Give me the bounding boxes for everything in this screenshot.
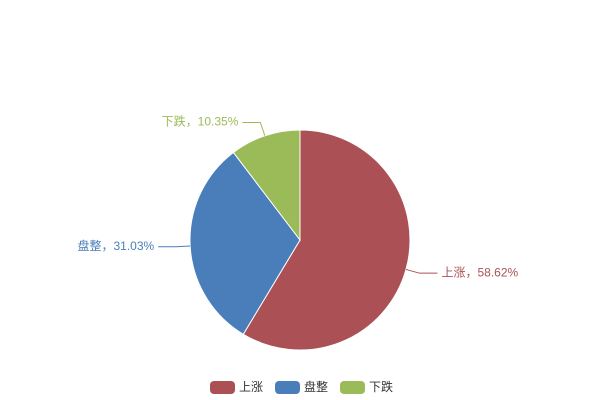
legend-swatch [210, 381, 235, 394]
legend-label: 盘整 [304, 379, 328, 394]
leader-line [405, 268, 438, 274]
pie-slice [189, 151, 301, 335]
data-label: 上涨，58.62% [441, 264, 518, 279]
pie-slice [232, 129, 301, 242]
legend-swatch [340, 381, 365, 394]
legend-label: 下跌 [369, 379, 393, 394]
legend-label: 上涨 [239, 379, 263, 394]
pie-slice [242, 129, 411, 351]
data-label: 盘整，31.03% [77, 238, 154, 253]
legend-swatch [275, 381, 300, 394]
leader-line [158, 245, 191, 248]
leader-line [242, 121, 266, 136]
data-label: 下跌，10.35% [162, 114, 239, 129]
